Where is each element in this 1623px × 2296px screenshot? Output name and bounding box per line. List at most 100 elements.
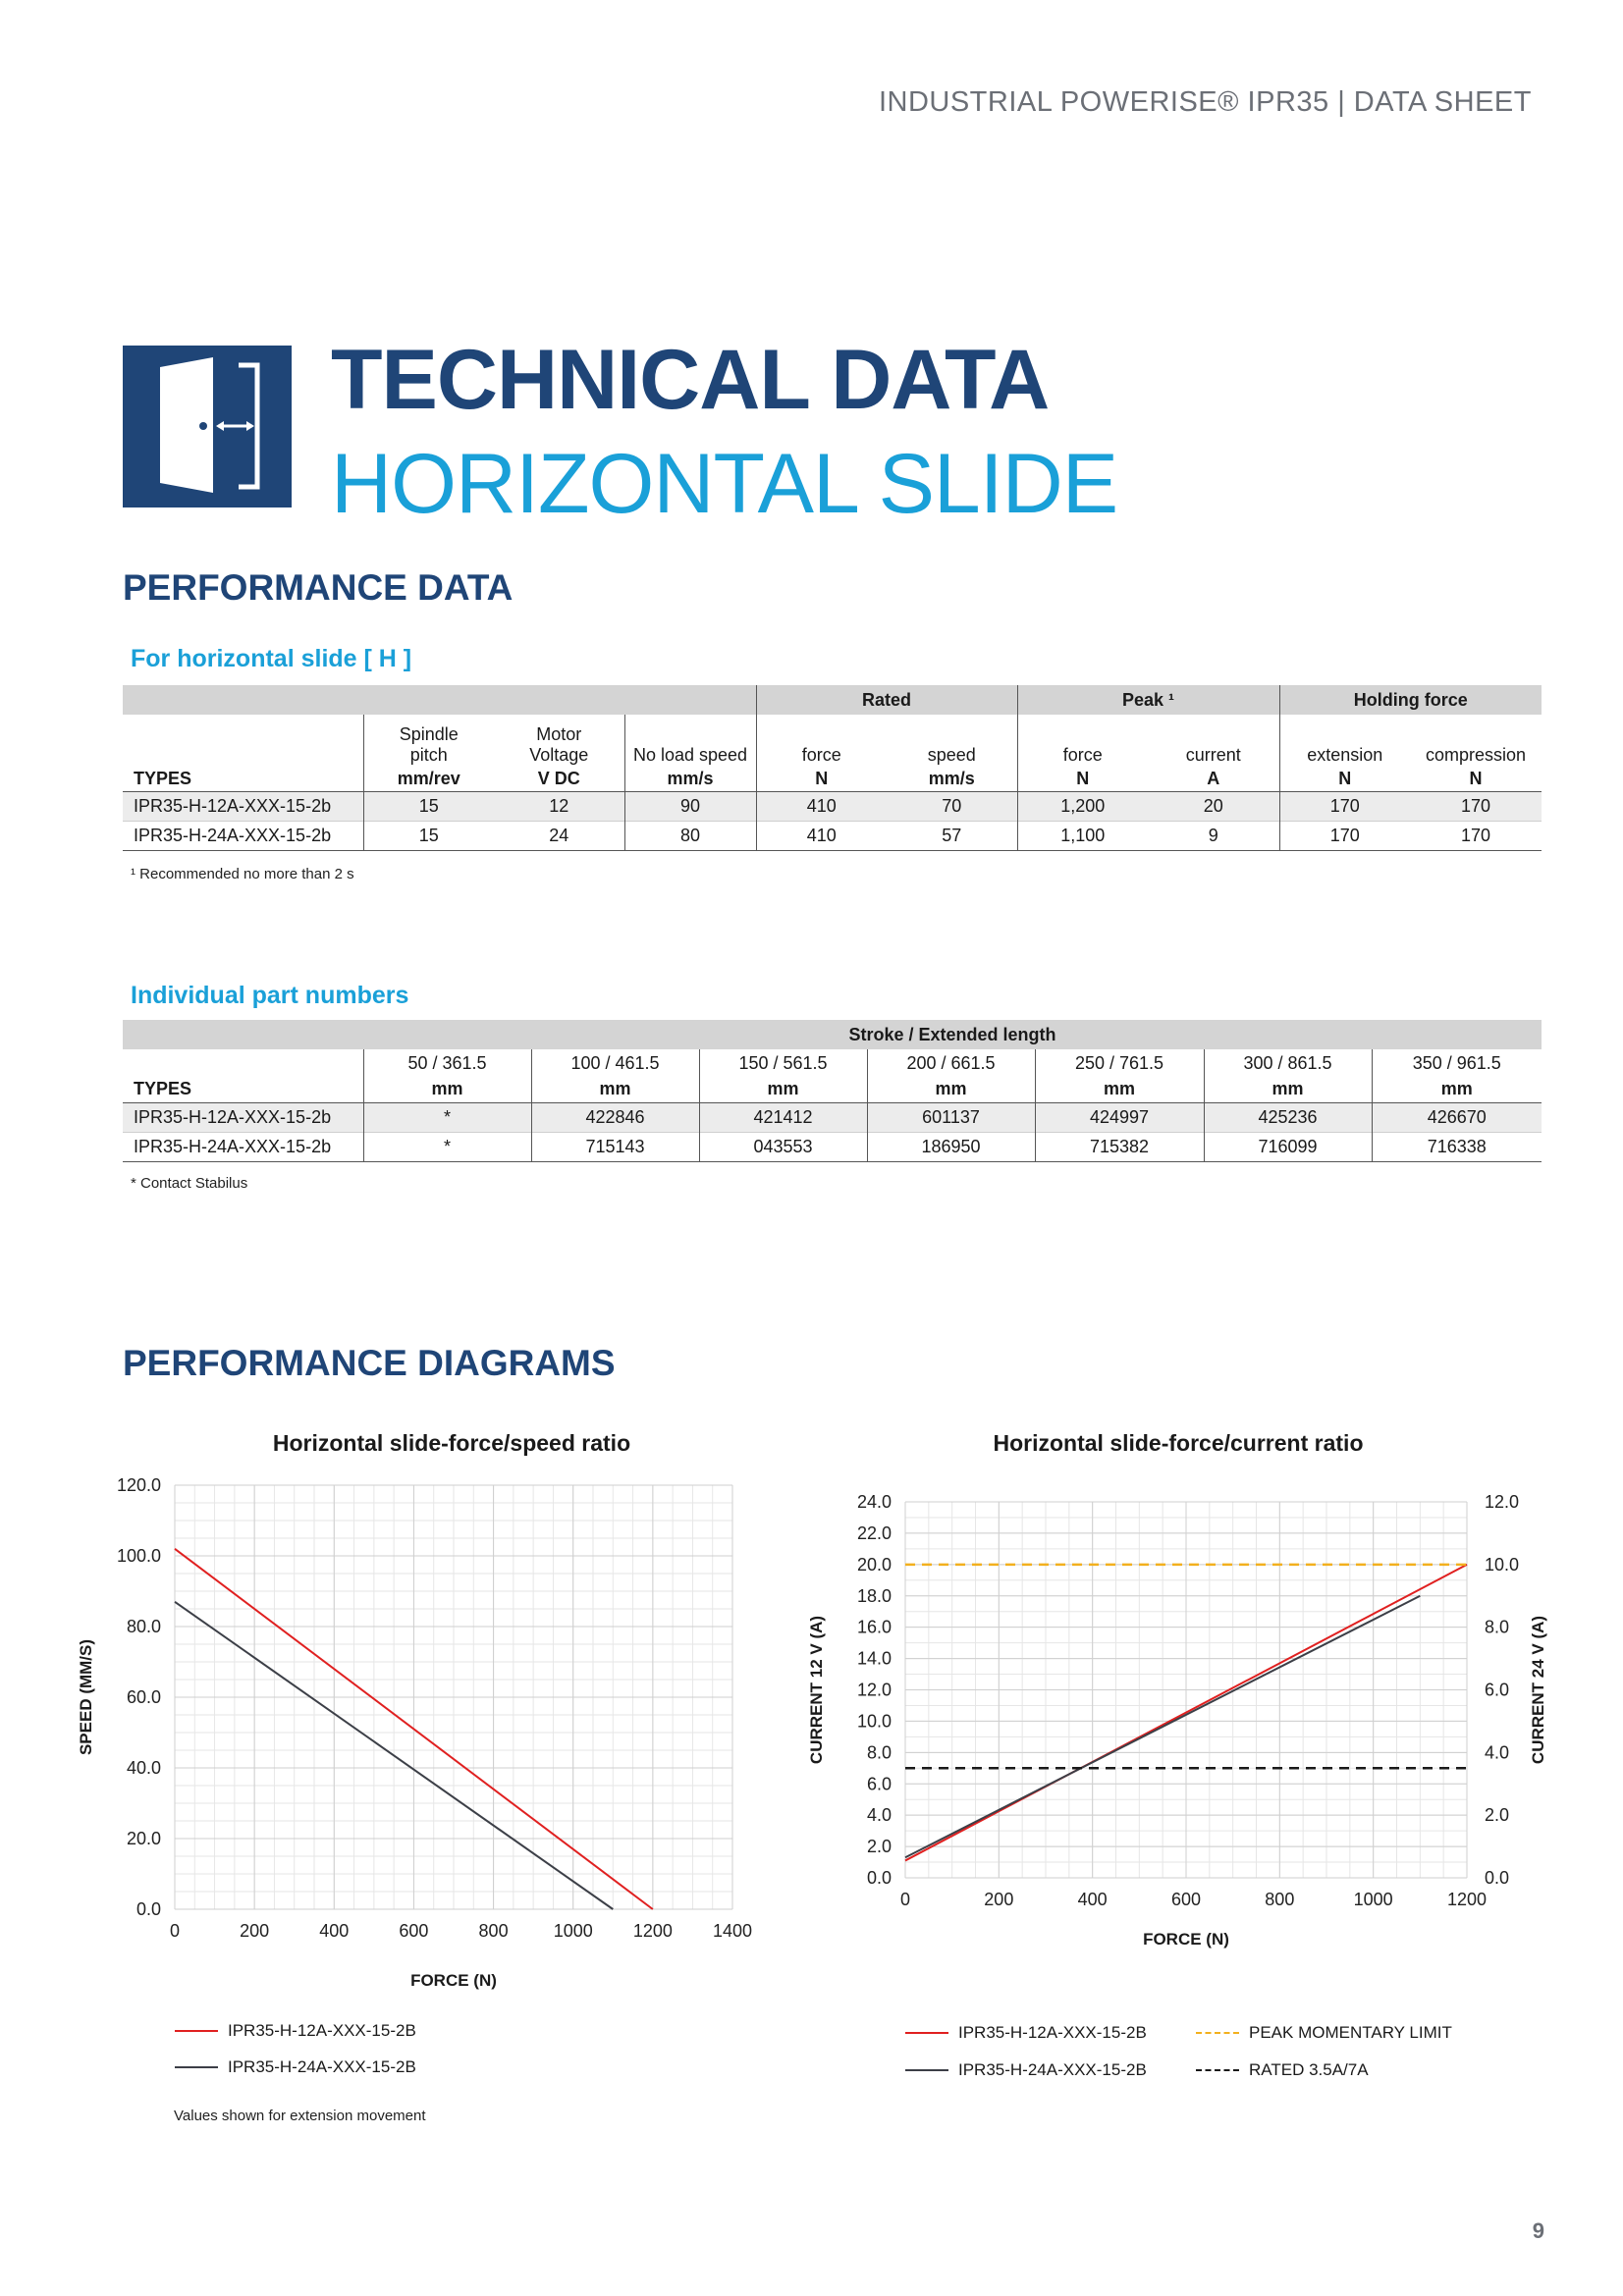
x-axis-title: FORCE (N) <box>410 1971 497 1990</box>
col-label: current <box>1185 744 1241 765</box>
legend-swatch <box>1196 2069 1239 2071</box>
y-tick-label: 6.0 <box>867 1774 892 1793</box>
y-tick-label: 10.0 <box>857 1711 892 1731</box>
x-tick-label: 0 <box>900 1890 910 1909</box>
x-tick-label: 400 <box>319 1921 349 1941</box>
diagram-note: Values shown for extension movement <box>174 2108 426 2124</box>
col-header-peak-force: force N <box>1016 715 1148 791</box>
y2-tick-label: 6.0 <box>1485 1681 1509 1700</box>
col-label: speed <box>927 744 976 765</box>
chart-title-current: Horizontal slide-force/current ratio <box>993 1430 1364 1456</box>
col-label: pitch <box>409 744 448 765</box>
table-cell: IPR35-H-24A-XXX-15-2b <box>123 1131 363 1162</box>
table-cell: * <box>362 1101 531 1132</box>
col-unit: mm <box>935 1078 967 1098</box>
group-peak: Peak ¹ <box>1016 685 1279 715</box>
part-numbers-subheading: Individual part numbers <box>131 982 409 1009</box>
x-tick-label: 800 <box>1265 1890 1294 1909</box>
force-speed-chart: 0 200 400 600 800 1000 1200 1400 0.0 20.0 40.0 60.0… <box>77 1475 752 1990</box>
chart-title-speed: Horizontal slide-force/speed ratio <box>272 1430 631 1456</box>
legend-label: RATED 3.5A/7A <box>1249 2060 1369 2079</box>
col-header-extension: extension N <box>1278 715 1410 791</box>
y-axis-title: SPEED (MM/S) <box>77 1639 95 1755</box>
y-tick-label: 4.0 <box>867 1805 892 1825</box>
col-unit: mm <box>1103 1078 1135 1098</box>
col-label: extension <box>1307 744 1383 765</box>
x-tick-label: 1400 <box>713 1921 752 1941</box>
col-header-rated-force: force N <box>755 715 887 791</box>
col-unit: V DC <box>537 768 580 788</box>
series-line <box>174 1600 614 1910</box>
part-numbers-footnote: * Contact Stabilus <box>131 1175 248 1192</box>
legend-swatch <box>175 2030 218 2032</box>
table-row: IPR35-H-24A-XXX-15-2b * 715143 043553 18… <box>123 1131 1542 1162</box>
x-tick-label: 600 <box>399 1921 428 1941</box>
table-cell: 70 <box>887 790 1017 821</box>
part-numbers-table: Stroke / Extended length TYPES 50 / 361.… <box>123 1020 1542 1162</box>
table-cell: 410 <box>755 820 887 851</box>
table-group-header: Stroke / Extended length <box>123 1020 1542 1049</box>
col-unit: TYPES <box>134 768 192 788</box>
col-unit: N <box>1076 768 1090 788</box>
table-cell: 715382 <box>1034 1131 1204 1162</box>
legend-label: IPR35-H-12A-XXX-15-2B <box>228 2021 416 2040</box>
col-header-no-load-speed: No load speed mm/s <box>623 715 756 791</box>
table-cell: 9 <box>1148 820 1279 851</box>
performance-data-heading: PERFORMANCE DATA <box>123 567 514 608</box>
table-cell: 716099 <box>1203 1131 1372 1162</box>
table-row: IPR35-H-12A-XXX-15-2b 15 12 90 410 70 1,… <box>123 790 1542 821</box>
table-cell: 170 <box>1410 820 1542 851</box>
legend-label: IPR35-H-24A-XXX-15-2B <box>228 2057 416 2076</box>
y-tick-label: 16.0 <box>857 1618 892 1637</box>
table-cell: 15 <box>362 790 494 821</box>
y-tick-label: 0.0 <box>867 1868 892 1888</box>
y-tick-label: 14.0 <box>857 1649 892 1669</box>
table-cell: 715143 <box>530 1131 699 1162</box>
y-tick-label: 8.0 <box>867 1742 892 1762</box>
col-label: force <box>1062 744 1103 765</box>
col-unit: mm/s <box>928 768 975 788</box>
table-cell: 170 <box>1278 820 1410 851</box>
x-tick-label: 800 <box>479 1921 509 1941</box>
group-rated: Rated <box>755 685 1017 715</box>
table-cell: 57 <box>887 820 1017 851</box>
col-header-stroke: 100 / 461.5 mm <box>530 1049 699 1102</box>
group-holding-force: Holding force <box>1278 685 1542 715</box>
col-unit: A <box>1207 768 1220 788</box>
page-number: 9 <box>1532 2218 1544 2243</box>
y-tick-label: 60.0 <box>127 1687 161 1707</box>
col-label: 350 / 961.5 <box>1412 1052 1501 1073</box>
legend-item-12a-current: IPR35-H-12A-XXX-15-2B <box>905 2023 1147 2043</box>
door-slide-icon <box>123 346 292 507</box>
force-current-chart: 0 200 400 600 800 1000 1200 0.0 2.0 4.0 6.0 8.0 10.0… <box>807 1492 1547 1949</box>
col-unit: mm/rev <box>397 768 460 788</box>
x-tick-label: 1200 <box>633 1921 673 1941</box>
col-header-types: TYPES <box>123 715 363 791</box>
col-header-types: TYPES <box>123 1049 363 1102</box>
col-unit: TYPES <box>134 1078 192 1098</box>
legend-label: IPR35-H-12A-XXX-15-2B <box>958 2023 1147 2042</box>
legend-swatch <box>905 2069 948 2071</box>
table-cell: IPR35-H-12A-XXX-15-2b <box>123 1101 363 1132</box>
document-header: INDUSTRIAL POWERISE® IPR35 | DATA SHEET <box>878 86 1532 118</box>
table-cell: 1,200 <box>1016 790 1148 821</box>
y-tick-label: 0.0 <box>136 1899 161 1919</box>
col-label: 200 / 661.5 <box>906 1052 996 1073</box>
table-header-row: TYPES 50 / 361.5 mm 100 / 461.5 mm 150 / 5… <box>123 1049 1542 1102</box>
y2-tick-label: 0.0 <box>1485 1868 1509 1888</box>
x-tick-label: 1000 <box>554 1921 593 1941</box>
y-axis-title: CURRENT 12 V (A) <box>807 1616 826 1764</box>
y-tick-label: 20.0 <box>857 1555 892 1575</box>
legend-item-24a-current: IPR35-H-24A-XXX-15-2B <box>905 2060 1147 2080</box>
table-cell: 426670 <box>1371 1101 1542 1132</box>
col-header-rated-speed: speed mm/s <box>887 715 1017 791</box>
y-tick-label: 12.0 <box>857 1681 892 1700</box>
col-label: 50 / 361.5 <box>407 1052 487 1073</box>
table-cell: 716338 <box>1371 1131 1542 1162</box>
y-tick-label: 80.0 <box>127 1617 161 1636</box>
x-tick-label: 200 <box>240 1921 269 1941</box>
col-unit: N <box>1469 768 1483 788</box>
table-cell: 421412 <box>698 1101 867 1132</box>
col-header-spindle-pitch: Spindle pitch mm/rev <box>362 715 494 791</box>
page-title: TECHNICAL DATA <box>331 333 1050 427</box>
